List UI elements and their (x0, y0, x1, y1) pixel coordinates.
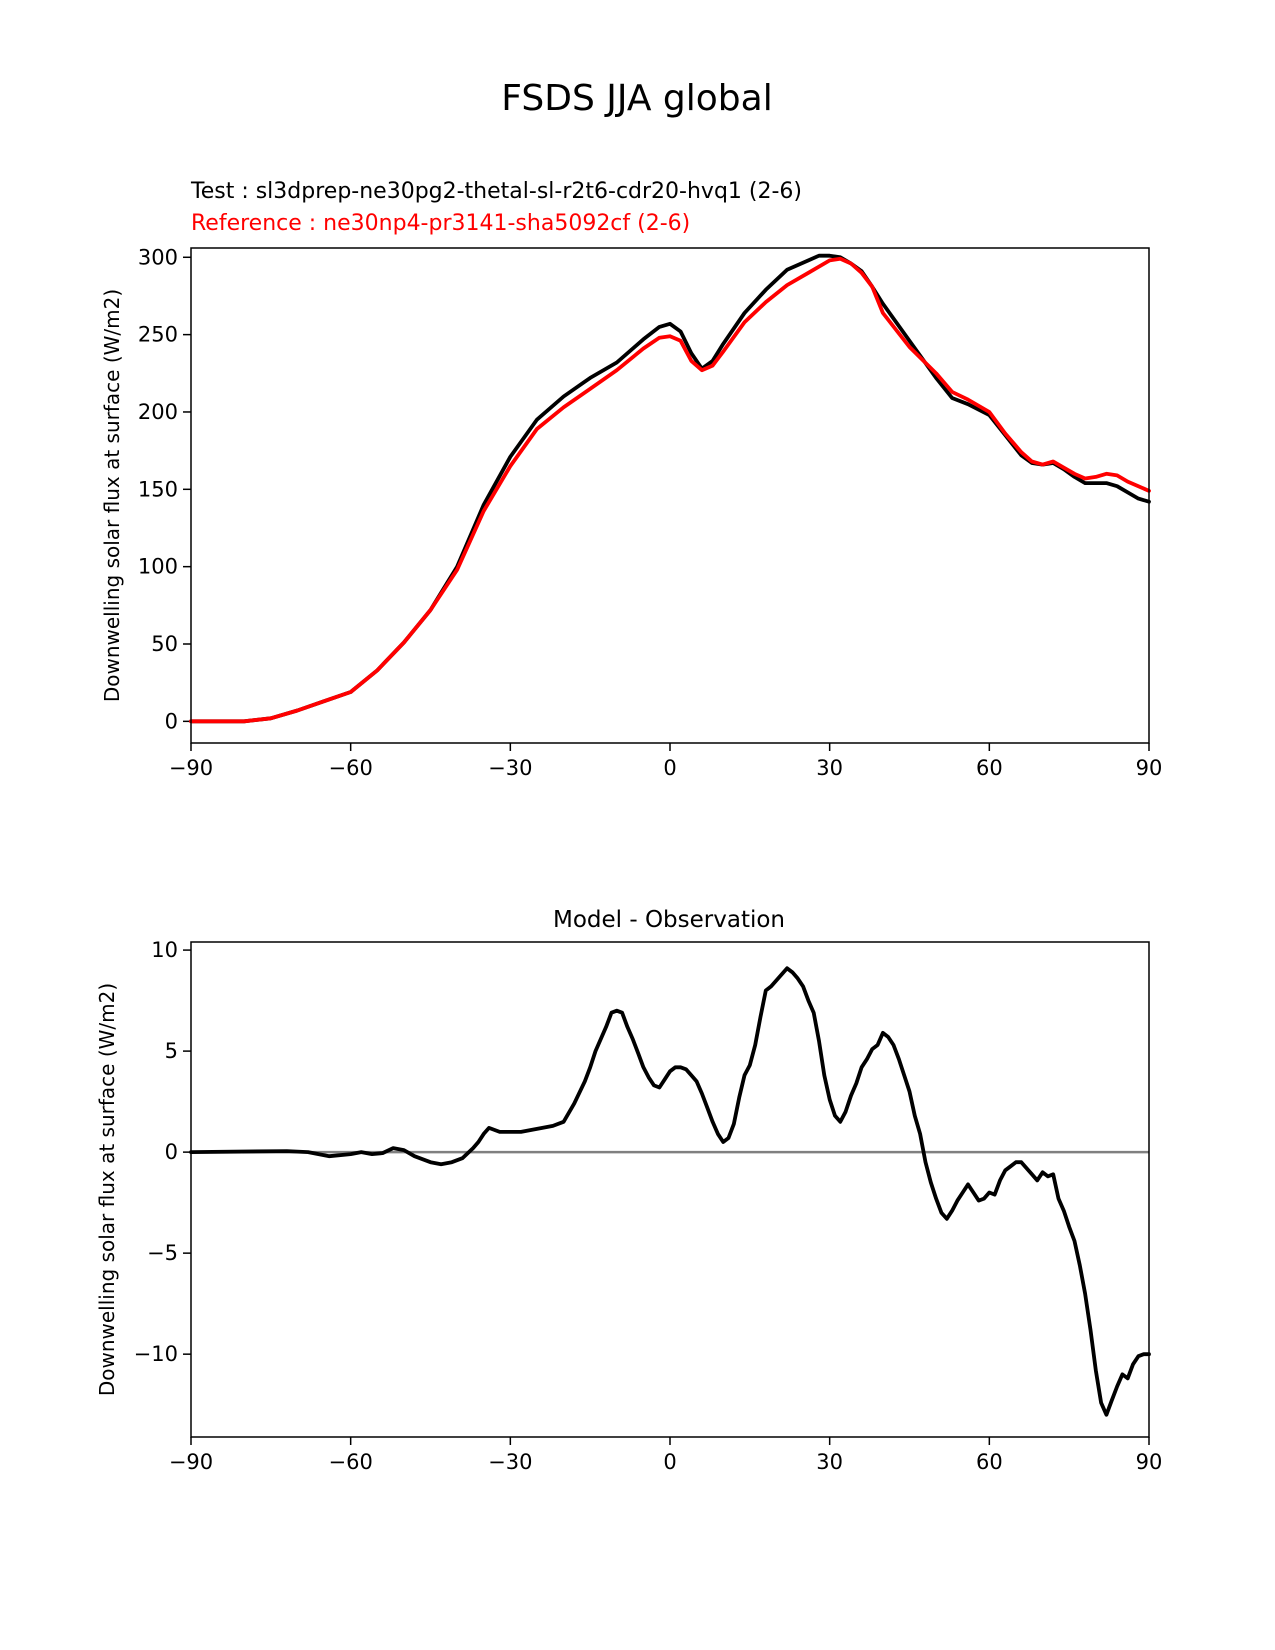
x-tick-label: 30 (816, 756, 843, 780)
x-tick-label: −30 (488, 756, 532, 780)
x-tick-label: 30 (816, 1450, 843, 1474)
x-tick-label: 60 (976, 1450, 1003, 1474)
y-tick-label: 5 (165, 1039, 178, 1063)
x-tick-label: 90 (1136, 1450, 1163, 1474)
top-plot-frame (190, 247, 1150, 744)
top-reference-series-line (189, 256, 1151, 724)
y-tick-label: −5 (147, 1241, 178, 1265)
y-tick-label: 100 (138, 555, 178, 579)
bottom-series-group (189, 966, 1151, 1417)
test-label: Test : sl3dprep-ne30pg2-thetal-sl-r2t6-c… (190, 179, 802, 204)
y-tick-label: 10 (151, 938, 178, 962)
x-tick-label: 90 (1136, 756, 1163, 780)
top-axis-ticks: −90 −60 −30 0 30 60 90 0 50 100 150 200 250 300 (138, 245, 1162, 780)
figure-title: FSDS JJA global (501, 78, 772, 119)
x-tick-label: −30 (488, 1450, 532, 1474)
y-tick-label: 150 (138, 477, 178, 501)
x-tick-label: −60 (329, 756, 373, 780)
x-tick-label: 60 (976, 756, 1003, 780)
top-panel: Test : sl3dprep-ne30pg2-thetal-sl-r2t6-c… (100, 179, 1162, 780)
y-tick-label: 200 (138, 400, 178, 424)
top-series-group (189, 253, 1151, 724)
reference-label: Reference : ne30np4-pr3141-sha5092cf (2-… (191, 211, 690, 236)
y-tick-label: −10 (134, 1342, 178, 1366)
x-tick-label: 0 (663, 1450, 676, 1474)
top-y-axis-label: Downwelling solar flux at surface (W/m2) (100, 289, 124, 702)
y-tick-label: 0 (165, 709, 178, 733)
bottom-panel-title: Model - Observation (553, 907, 785, 933)
y-tick-label: 50 (151, 632, 178, 656)
bottom-plot-frame (190, 941, 1150, 1438)
bottom-difference-series-line (189, 966, 1151, 1417)
y-tick-label: 250 (138, 323, 178, 347)
x-tick-label: −90 (169, 756, 213, 780)
y-tick-label: 0 (165, 1140, 178, 1164)
x-tick-label: −60 (329, 1450, 373, 1474)
bottom-y-axis-label: Downwelling solar flux at surface (W/m2) (95, 983, 119, 1396)
bottom-panel: Model - Observation Downwelling solar fl… (95, 907, 1162, 1474)
x-tick-label: −90 (169, 1450, 213, 1474)
bottom-axis-ticks: −90 −60 −30 0 30 60 90 −10 −5 0 5 10 (134, 938, 1163, 1474)
x-tick-label: 0 (663, 756, 676, 780)
y-tick-label: 300 (138, 245, 178, 269)
